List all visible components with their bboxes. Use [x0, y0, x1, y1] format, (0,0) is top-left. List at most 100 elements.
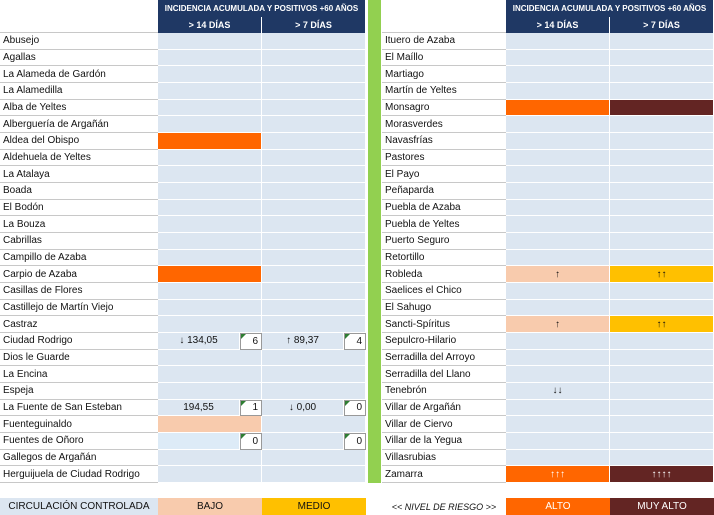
incidence-cell	[610, 149, 714, 167]
incidence-cell	[610, 116, 714, 133]
incidence-cell	[262, 383, 366, 400]
incidence-cell	[262, 133, 366, 150]
legend-item: << NIVEL DE RIESGO >>	[382, 498, 506, 515]
incidence-cell	[158, 33, 262, 50]
incidence-cell	[158, 149, 262, 167]
municipality-name: Fuenteguinaldo	[0, 416, 158, 433]
incidence-cell	[158, 99, 262, 117]
incidence-cell	[262, 83, 366, 100]
incidence-cell	[262, 283, 366, 300]
incidence-cell	[262, 99, 366, 117]
municipality-name: La Encina	[0, 366, 158, 383]
incidence-cell	[262, 433, 344, 450]
legend-item: MUY ALTO	[610, 498, 714, 515]
incidence-cell: ↓↓	[506, 383, 610, 400]
municipality-name: Sepulcro-Hilario	[382, 333, 506, 350]
municipality-name: Morasverdes	[382, 116, 506, 133]
incidence-cell	[610, 99, 714, 117]
incidence-cell	[262, 49, 366, 67]
incidence-cell	[506, 399, 610, 417]
positives-count: 6	[240, 333, 262, 350]
incidence-cell	[262, 466, 366, 483]
incidence-cell	[158, 349, 262, 367]
municipality-name: Robleda	[382, 266, 506, 283]
incidence-cell	[506, 416, 610, 433]
incidence-cell	[506, 183, 610, 200]
municipality-name: Ciudad Rodrigo	[0, 333, 158, 350]
incidence-cell: ↑↑↑	[506, 466, 610, 483]
incidence-cell	[506, 133, 610, 150]
incidence-cell	[506, 116, 610, 133]
incidence-cell	[610, 199, 714, 217]
incidence-cell	[610, 449, 714, 467]
positives-count: 4	[344, 333, 366, 350]
incidence-cell	[506, 216, 610, 233]
municipality-name: Espeja	[0, 383, 158, 400]
incidence-cell: ↑↑	[610, 316, 714, 333]
incidence-cell	[262, 233, 366, 250]
incidence-cell	[610, 33, 714, 50]
incidence-cell	[158, 166, 262, 183]
municipality-name: Aldehuela de Yeltes	[0, 149, 158, 167]
incidence-cell	[610, 283, 714, 300]
incidence-cell	[610, 133, 714, 150]
incidence-cell	[262, 449, 366, 467]
incidence-cell	[158, 66, 262, 83]
incidence-cell	[158, 233, 262, 250]
municipality-name: La Alamedilla	[0, 83, 158, 100]
incidence-cell: 194,55	[158, 399, 240, 417]
municipality-name: Villar de la Yegua	[382, 433, 506, 450]
incidence-cell: ↑↑↑↑	[610, 466, 714, 483]
incidence-cell	[506, 299, 610, 317]
municipality-name: El Payo	[382, 166, 506, 183]
header-col: > 7 DÍAS	[610, 17, 714, 33]
incidence-cell	[610, 399, 714, 417]
incidence-cell	[610, 433, 714, 450]
incidence-cell	[262, 349, 366, 367]
incidence-cell	[158, 433, 240, 450]
positives-count: 0	[240, 433, 262, 450]
incidence-cell: ↓ 0,00	[262, 399, 344, 417]
incidence-cell	[610, 366, 714, 383]
municipality-name: Gallegos de Argañán	[0, 449, 158, 467]
incidence-cell	[506, 233, 610, 250]
incidence-cell	[158, 266, 262, 283]
incidence-cell	[506, 99, 610, 117]
incidence-cell	[610, 49, 714, 67]
municipality-name: El Sahugo	[382, 299, 506, 317]
incidence-cell	[262, 33, 366, 50]
incidence-cell	[262, 266, 366, 283]
municipality-name: Pastores	[382, 149, 506, 167]
municipality-name: Martiago	[382, 66, 506, 83]
incidence-cell	[610, 416, 714, 433]
incidence-cell: ↓ 134,05	[158, 333, 240, 350]
legend-item: MEDIO	[262, 498, 366, 515]
positives-count: 1	[240, 399, 262, 417]
municipality-name: Agallas	[0, 49, 158, 67]
incidence-cell: ↑	[506, 316, 610, 333]
incidence-cell	[610, 183, 714, 200]
municipality-name: Casillas de Flores	[0, 283, 158, 300]
header-title: INCIDENCIA ACUMULADA Y POSITIVOS +60 AÑO…	[158, 0, 366, 17]
incidence-cell	[262, 249, 366, 267]
legend-item: BAJO	[158, 498, 262, 515]
incidence-cell: ↑	[506, 266, 610, 283]
incidence-cell	[262, 299, 366, 317]
municipality-name: Saelices el Chico	[382, 283, 506, 300]
incidence-cell	[506, 283, 610, 300]
incidence-cell	[158, 216, 262, 233]
municipality-name: Ituero de Azaba	[382, 33, 506, 50]
incidence-cell	[158, 249, 262, 267]
header-col: > 14 DÍAS	[158, 17, 262, 33]
municipality-name: Villar de Argañán	[382, 399, 506, 417]
incidence-cell	[158, 83, 262, 100]
header-col: > 7 DÍAS	[262, 17, 366, 33]
incidence-cell	[610, 349, 714, 367]
municipality-name: Herguijuela de Ciudad Rodrigo	[0, 466, 158, 483]
incidence-cell	[610, 333, 714, 350]
municipality-name: La Fuente de San Esteban	[0, 399, 158, 417]
incidence-cell	[506, 49, 610, 67]
incidence-cell	[158, 316, 262, 333]
incidence-cell	[506, 449, 610, 467]
incidence-cell	[262, 216, 366, 233]
